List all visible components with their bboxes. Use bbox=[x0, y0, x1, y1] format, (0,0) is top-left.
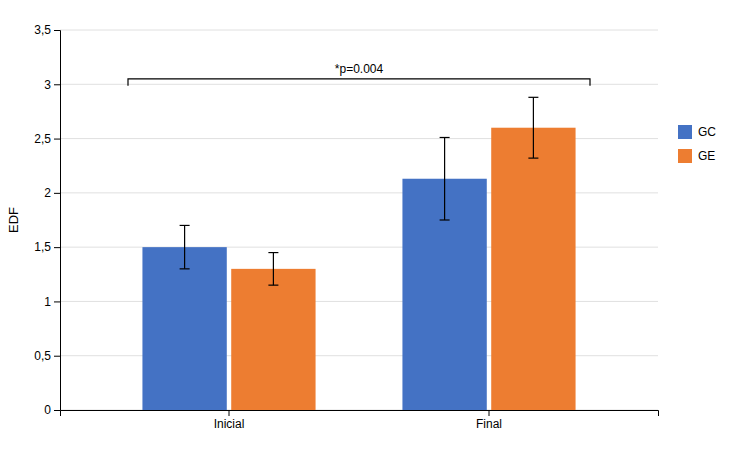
legend-swatch bbox=[678, 149, 692, 163]
x-axis: Inicial Final bbox=[61, 410, 659, 431]
x-tick: Final bbox=[476, 410, 502, 431]
y-tick: 2 bbox=[44, 186, 60, 200]
y-tick-mark bbox=[54, 193, 60, 194]
y-axis: 0 0,5 1 1,5 2 2,5 3 3,5 bbox=[34, 23, 60, 417]
legend-label: GC bbox=[698, 125, 716, 139]
y-axis-line bbox=[54, 31, 61, 411]
y-tick-mark bbox=[54, 139, 60, 140]
error-bar-cap bbox=[440, 219, 450, 220]
y-tick-mark bbox=[54, 30, 60, 31]
y-tick: 0,5 bbox=[34, 349, 60, 363]
error-bar bbox=[180, 225, 190, 268]
x-tick-mark bbox=[489, 410, 490, 416]
y-tick-label: 0 bbox=[44, 403, 51, 417]
error-bar-cap bbox=[528, 158, 538, 159]
x-tick-label: Final bbox=[476, 417, 502, 431]
y-tick: 0 bbox=[44, 403, 60, 417]
y-tick-mark bbox=[54, 356, 60, 357]
annotation: *p=0.004 bbox=[335, 62, 384, 76]
y-tick-label: 3 bbox=[44, 78, 51, 92]
error-bar-stem bbox=[444, 137, 445, 220]
error-bar-stem bbox=[184, 225, 185, 268]
y-tick: 3 bbox=[44, 78, 60, 92]
error-bar-cap bbox=[528, 97, 538, 98]
y-tick-label: 2 bbox=[44, 186, 51, 200]
y-tick: 3,5 bbox=[34, 23, 60, 37]
error-bar-stem bbox=[273, 253, 274, 286]
y-tick-label: 1,5 bbox=[34, 240, 51, 254]
x-tick-label: Inicial bbox=[214, 417, 245, 431]
x-tick: Inicial bbox=[214, 410, 245, 431]
legend-item: GE bbox=[678, 149, 715, 163]
series bbox=[142, 137, 486, 410]
error-bar-cap bbox=[180, 225, 190, 226]
marks bbox=[128, 79, 590, 410]
legend-label: GE bbox=[698, 149, 715, 163]
y-axis-title: EDF bbox=[6, 207, 21, 233]
bar bbox=[231, 269, 315, 410]
plot: 0 0,5 1 1,5 2 2,5 3 3,5 Inicial Final *p=0.004 bbox=[34, 23, 658, 430]
error-bar-stem bbox=[533, 97, 534, 158]
error-bar bbox=[268, 253, 278, 286]
bracket-line bbox=[128, 79, 590, 86]
error-bar-cap bbox=[268, 252, 278, 253]
bar bbox=[491, 128, 575, 410]
y-tick-mark bbox=[54, 410, 60, 411]
y-tick: 2,5 bbox=[34, 132, 60, 146]
error-bar-cap bbox=[180, 268, 190, 269]
significance-bracket bbox=[128, 79, 590, 86]
legend-swatch bbox=[678, 125, 692, 139]
x-tick-mark bbox=[229, 410, 230, 416]
y-tick-label: 0,5 bbox=[34, 349, 51, 363]
grid-line bbox=[60, 84, 658, 85]
grid bbox=[60, 30, 658, 410]
chart: 0 0,5 1 1,5 2 2,5 3 3,5 Inicial Final *p=0.004 EDF G… bbox=[0, 0, 748, 450]
y-tick-label: 2,5 bbox=[34, 132, 51, 146]
legend: GC GE bbox=[678, 125, 716, 163]
y-tick: 1 bbox=[44, 295, 60, 309]
series bbox=[231, 97, 575, 410]
y-tick: 1,5 bbox=[34, 240, 60, 254]
y-tick-label: 1 bbox=[44, 295, 51, 309]
y-tick-label: 3,5 bbox=[34, 23, 51, 37]
grid-line bbox=[60, 30, 658, 31]
legend-item: GC bbox=[678, 125, 716, 139]
error-bar-cap bbox=[268, 285, 278, 286]
error-bar bbox=[528, 97, 538, 158]
bar bbox=[142, 247, 226, 410]
y-tick-mark bbox=[54, 84, 60, 85]
x-axis-line bbox=[61, 411, 659, 417]
y-tick-mark bbox=[54, 301, 60, 302]
error-bar bbox=[440, 137, 450, 220]
y-tick-mark bbox=[54, 247, 60, 248]
error-bar-cap bbox=[440, 137, 450, 138]
